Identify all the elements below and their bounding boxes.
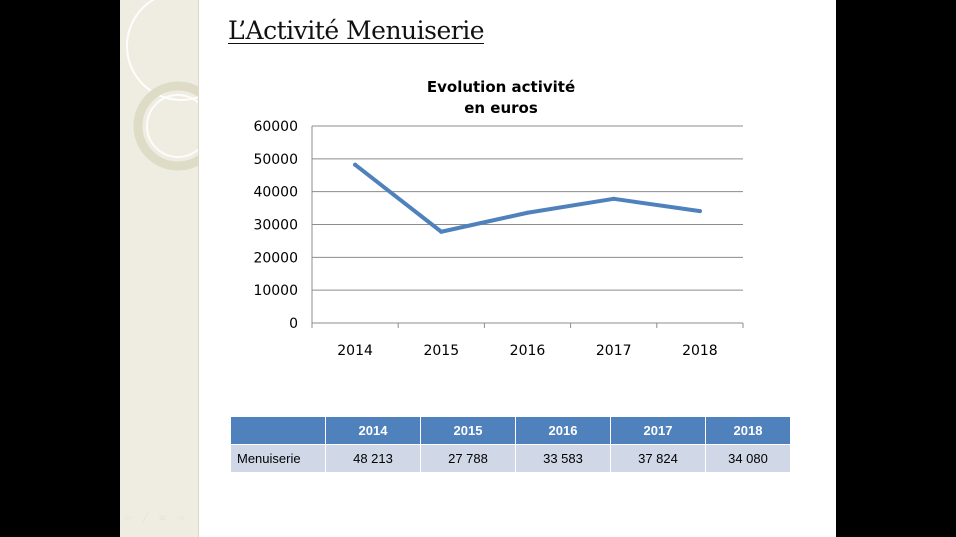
data-point <box>697 209 702 214</box>
decorative-circles <box>126 0 198 171</box>
table-cell: 33 583 <box>515 444 611 473</box>
x-axis-tick-labels: 2014 2015 2016 2017 2018 <box>337 343 717 359</box>
table-header-cell: 2018 <box>705 416 791 445</box>
menu-icon[interactable]: ≡ <box>158 513 167 524</box>
x-tick-label: 2017 <box>596 343 632 359</box>
data-point <box>353 162 358 167</box>
table-header-cell <box>230 416 326 445</box>
table-header-cell: 2014 <box>325 416 421 445</box>
x-tick-label: 2018 <box>682 343 718 359</box>
decorative-side-strip <box>120 0 199 537</box>
y-tick-label: 40000 <box>253 185 298 201</box>
x-tick-label: 2014 <box>337 343 373 359</box>
table-header-cell: 2015 <box>420 416 516 445</box>
chart-title: Evolution activité en euros <box>427 78 575 117</box>
slide-title: L’Activité Menuiserie <box>228 16 485 45</box>
y-tick-label: 0 <box>289 316 298 332</box>
x-tick-label: 2016 <box>510 343 546 359</box>
series-lines <box>353 162 702 234</box>
data-point <box>439 229 444 234</box>
y-tick-label: 60000 <box>253 119 298 135</box>
table-cell: 48 213 <box>325 444 421 473</box>
table-row-label: Menuiserie <box>230 444 326 473</box>
series-line <box>353 162 702 234</box>
y-tick-label: 30000 <box>253 218 298 234</box>
chart-gridlines <box>311 125 744 328</box>
y-axis-tick-labels: 0 10000 20000 30000 40000 50000 60000 <box>253 119 298 332</box>
table-cell: 37 824 <box>610 444 706 473</box>
line-chart: Evolution activité en euros 0 10000 20000 30… <box>253 78 744 359</box>
forward-arrow-icon[interactable]: ⇨ <box>176 513 186 524</box>
x-tick-label: 2015 <box>423 343 459 359</box>
y-tick-label: 20000 <box>253 250 298 266</box>
table-row: Menuiserie 48 213 27 788 33 583 37 824 3… <box>230 444 791 473</box>
data-table: 2014 2015 2016 2017 2018 Menuiserie 48 2… <box>230 416 791 473</box>
chart-title-line: Evolution activité <box>427 78 575 96</box>
back-arrow-icon[interactable]: ⇦ <box>124 513 133 524</box>
pen-icon[interactable]: ╱ <box>142 513 149 524</box>
data-point <box>525 210 530 215</box>
data-point <box>611 196 616 201</box>
chart-title-line: en euros <box>464 99 538 117</box>
slide-nav-controls: ⇦ ╱ ≡ ⇨ <box>124 514 185 524</box>
table-cell: 34 080 <box>705 444 791 473</box>
y-tick-label: 10000 <box>253 283 298 299</box>
table-header-cell: 2017 <box>610 416 706 445</box>
table-header-cell: 2016 <box>515 416 611 445</box>
y-tick-label: 50000 <box>253 152 298 168</box>
table-cell: 27 788 <box>420 444 516 473</box>
table-header-row: 2014 2015 2016 2017 2018 <box>230 416 791 445</box>
